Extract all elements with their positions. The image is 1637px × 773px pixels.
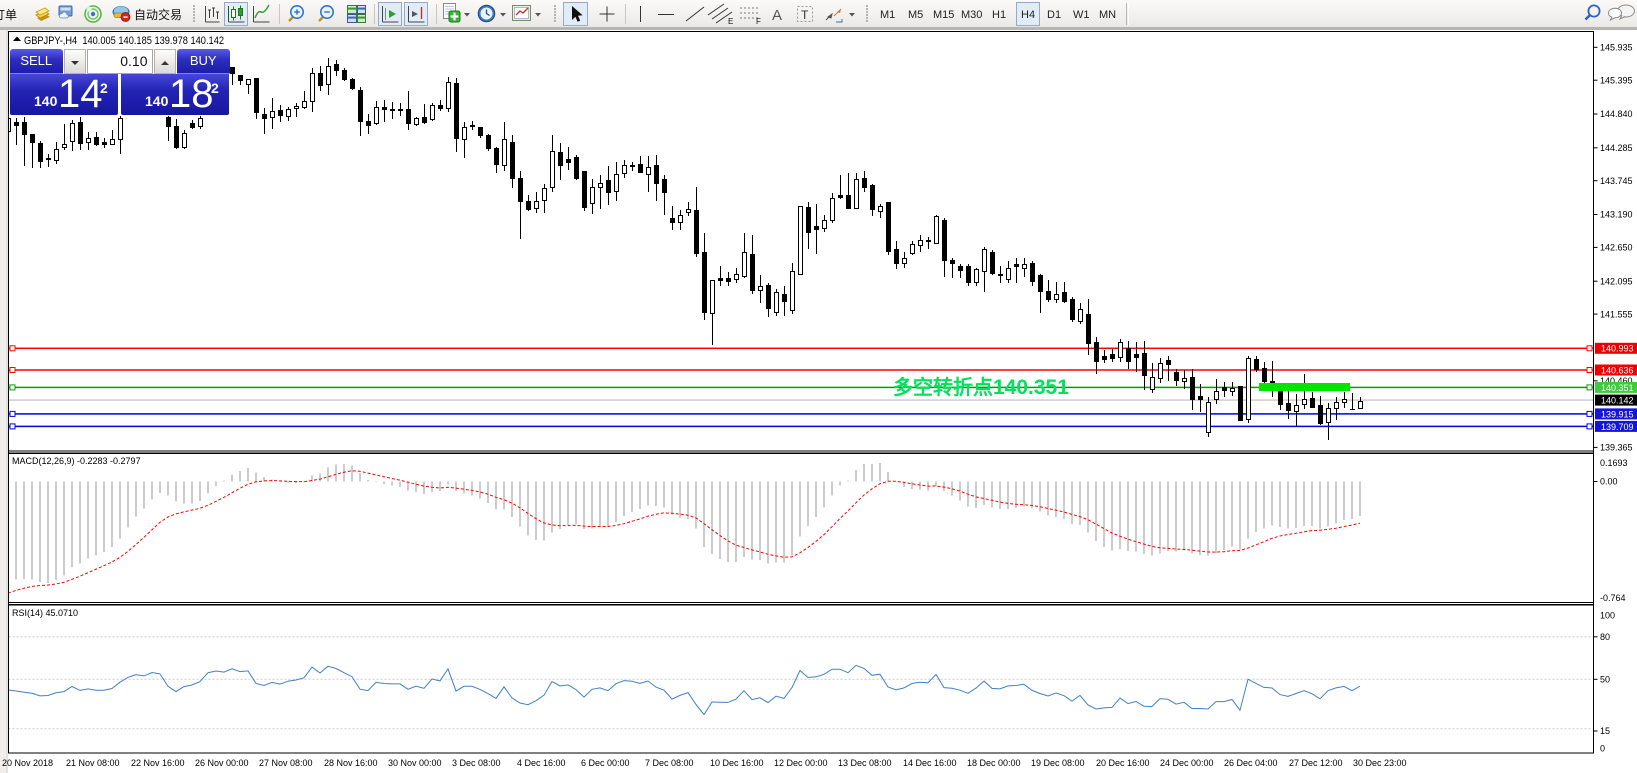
svg-text:143.745: 143.745 bbox=[1600, 176, 1633, 186]
svg-text:26 Dec 04:00: 26 Dec 04:00 bbox=[1224, 758, 1278, 768]
svg-text:F: F bbox=[756, 17, 761, 26]
svg-text:0: 0 bbox=[1600, 744, 1605, 754]
svg-text:142.650: 142.650 bbox=[1600, 243, 1633, 253]
svg-text:145.395: 145.395 bbox=[1600, 75, 1633, 85]
svg-text:14 Dec 16:00: 14 Dec 16:00 bbox=[903, 758, 957, 768]
svg-text:15: 15 bbox=[1600, 726, 1610, 736]
svg-text:27 Dec 12:00: 27 Dec 12:00 bbox=[1289, 758, 1343, 768]
svg-text:MN: MN bbox=[1099, 9, 1116, 21]
svg-text:W1: W1 bbox=[1073, 9, 1090, 21]
svg-text:GBPJPY-,H4 140.005 140.185 13: GBPJPY-,H4 140.005 140.185 139.978 140.1… bbox=[24, 35, 224, 47]
svg-text:139.915: 139.915 bbox=[1601, 409, 1634, 419]
svg-text:19 Dec 08:00: 19 Dec 08:00 bbox=[1031, 758, 1085, 768]
svg-text:订单: 订单 bbox=[0, 8, 17, 22]
svg-text:145.935: 145.935 bbox=[1600, 43, 1633, 53]
svg-text:18 Dec 00:00: 18 Dec 00:00 bbox=[967, 758, 1021, 768]
svg-text:RSI(14) 45.0710: RSI(14) 45.0710 bbox=[12, 608, 78, 618]
svg-text:-0.764: -0.764 bbox=[1600, 593, 1626, 603]
svg-text:100: 100 bbox=[1600, 611, 1615, 621]
svg-text:M30: M30 bbox=[961, 9, 982, 21]
svg-text:M1: M1 bbox=[880, 9, 895, 21]
svg-text:H1: H1 bbox=[992, 9, 1006, 21]
svg-text:30 Dec 23:00: 30 Dec 23:00 bbox=[1353, 758, 1407, 768]
svg-text:20 Nov 2018: 20 Nov 2018 bbox=[2, 758, 53, 768]
svg-text:28 Nov 16:00: 28 Nov 16:00 bbox=[324, 758, 378, 768]
svg-text:139.709: 139.709 bbox=[1601, 422, 1634, 432]
svg-text:144.285: 144.285 bbox=[1600, 143, 1633, 153]
svg-text:0.1693: 0.1693 bbox=[1600, 458, 1628, 468]
svg-text:10 Dec 16:00: 10 Dec 16:00 bbox=[710, 758, 764, 768]
svg-text:26 Nov 00:00: 26 Nov 00:00 bbox=[195, 758, 249, 768]
svg-text:142.095: 142.095 bbox=[1600, 276, 1633, 286]
svg-text:140.993: 140.993 bbox=[1601, 344, 1634, 354]
svg-text:M5: M5 bbox=[908, 9, 923, 21]
svg-text:12 Dec 00:00: 12 Dec 00:00 bbox=[774, 758, 828, 768]
svg-text:22 Nov 16:00: 22 Nov 16:00 bbox=[131, 758, 185, 768]
svg-text:H4: H4 bbox=[1021, 9, 1035, 21]
svg-text:140.636: 140.636 bbox=[1601, 365, 1634, 375]
svg-text:13 Dec 08:00: 13 Dec 08:00 bbox=[838, 758, 892, 768]
svg-text:27 Nov 08:00: 27 Nov 08:00 bbox=[259, 758, 313, 768]
svg-text:140.460: 140.460 bbox=[1600, 376, 1633, 386]
svg-text:140.142: 140.142 bbox=[1601, 396, 1634, 406]
svg-text:MACD(12,26,9) -0.2283 -0.2797: MACD(12,26,9) -0.2283 -0.2797 bbox=[12, 456, 141, 466]
svg-text:143.190: 143.190 bbox=[1600, 210, 1633, 220]
svg-text:自动交易: 自动交易 bbox=[134, 7, 182, 22]
svg-text:80: 80 bbox=[1600, 632, 1610, 642]
svg-text:多空转折点140.351: 多空转折点140.351 bbox=[893, 375, 1069, 399]
svg-text:141.555: 141.555 bbox=[1600, 309, 1633, 319]
svg-text:50: 50 bbox=[1600, 675, 1610, 685]
svg-text:20 Dec 16:00: 20 Dec 16:00 bbox=[1096, 758, 1150, 768]
svg-text:A: A bbox=[772, 7, 782, 24]
svg-text:21 Nov 08:00: 21 Nov 08:00 bbox=[66, 758, 120, 768]
svg-text:30 Nov 00:00: 30 Nov 00:00 bbox=[388, 758, 442, 768]
svg-text:4 Dec 16:00: 4 Dec 16:00 bbox=[517, 758, 566, 768]
svg-text:T: T bbox=[801, 8, 809, 22]
svg-text:7 Dec 08:00: 7 Dec 08:00 bbox=[645, 758, 694, 768]
svg-text:139.365: 139.365 bbox=[1600, 443, 1633, 453]
svg-text:144.840: 144.840 bbox=[1600, 109, 1633, 119]
svg-text:3 Dec 08:00: 3 Dec 08:00 bbox=[452, 758, 501, 768]
svg-text:24 Dec 00:00: 24 Dec 00:00 bbox=[1160, 758, 1214, 768]
svg-text:D1: D1 bbox=[1047, 9, 1061, 21]
svg-text:0.00: 0.00 bbox=[1600, 477, 1618, 487]
svg-text:6 Dec 00:00: 6 Dec 00:00 bbox=[581, 758, 630, 768]
svg-text:E: E bbox=[728, 17, 733, 26]
svg-text:140.351: 140.351 bbox=[1601, 383, 1634, 393]
svg-text:M15: M15 bbox=[933, 9, 954, 21]
